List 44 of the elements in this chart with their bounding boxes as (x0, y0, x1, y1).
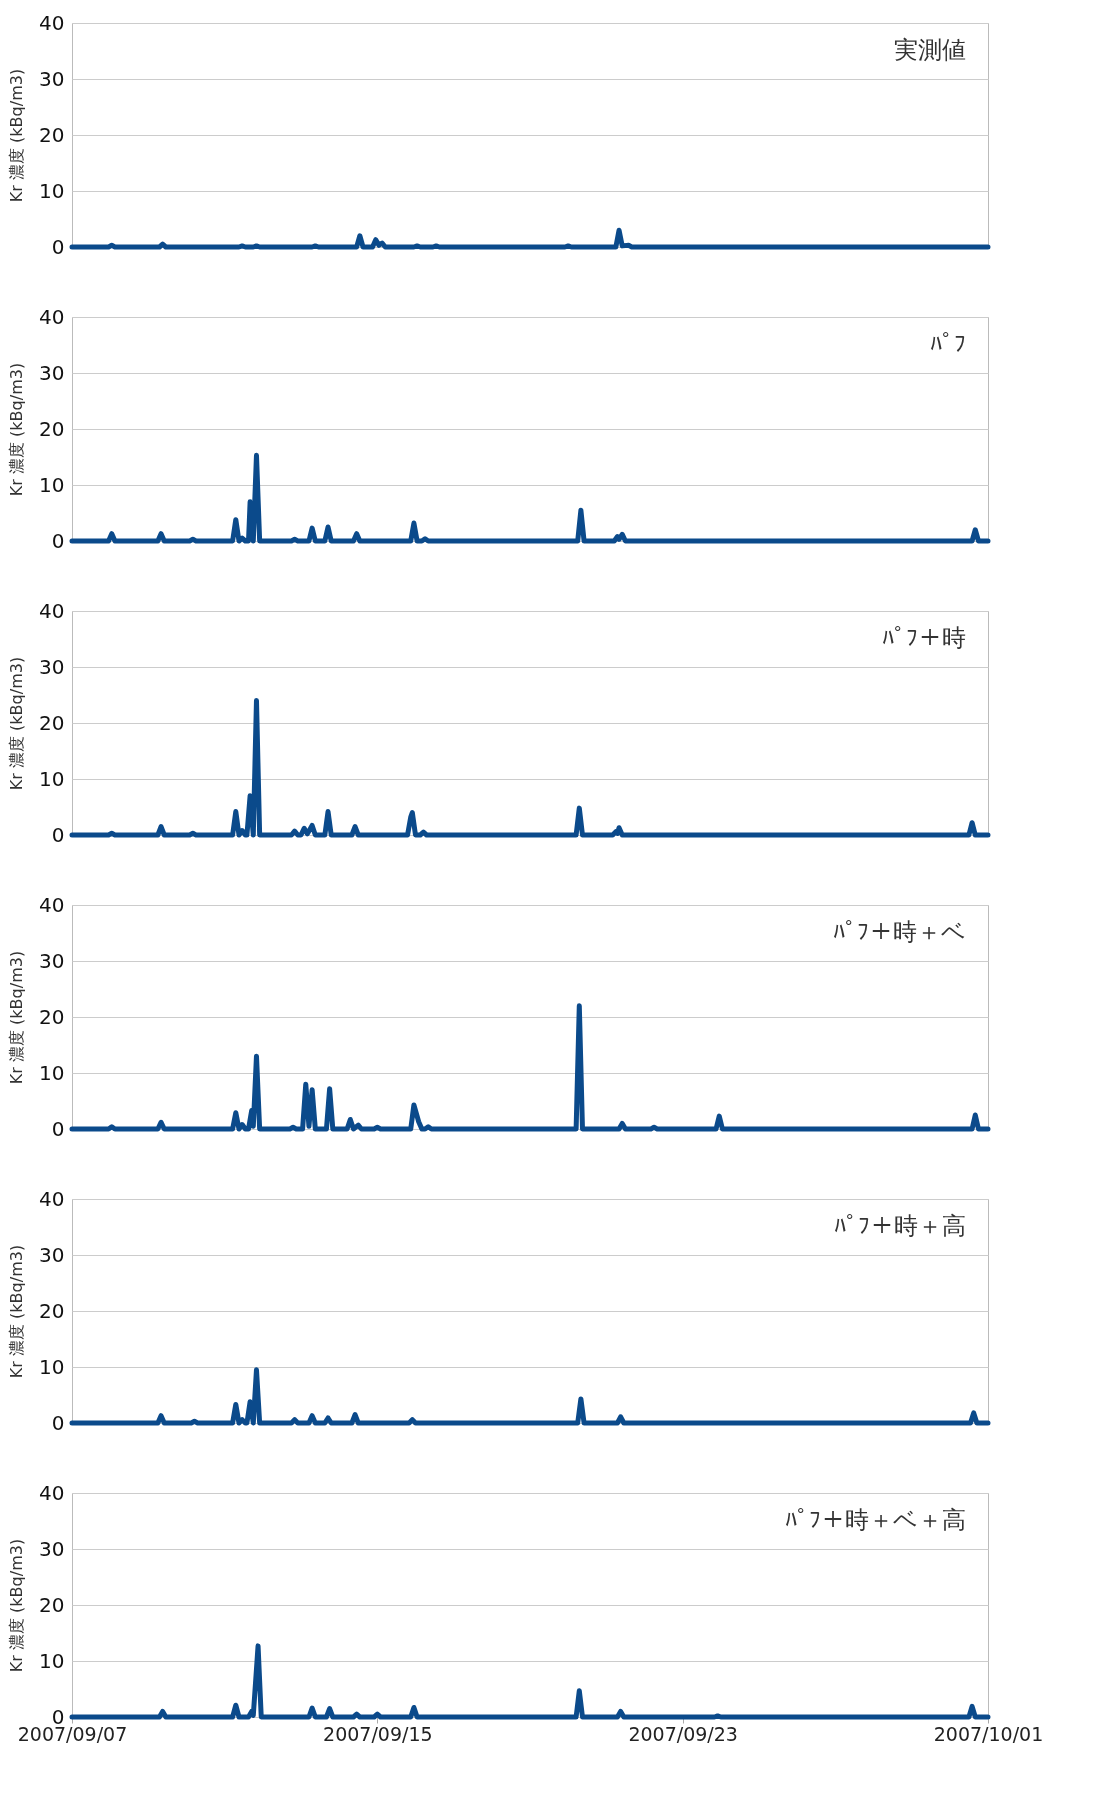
y-tick-label: 40 (39, 1186, 65, 1211)
y-tick-label: 10 (39, 178, 65, 203)
y-axis-title: Kr 濃度 (kBq/m3) (7, 656, 27, 791)
y-tick-label: 30 (39, 1536, 65, 1561)
y-tick-label: 40 (39, 1480, 65, 1505)
y-tick-label: 20 (39, 1004, 65, 1029)
y-tick-label: 0 (51, 1116, 65, 1141)
x-tick-label: 2007/10/01 (933, 1722, 1044, 1745)
x-tick-label: 2007/09/23 (628, 1722, 738, 1745)
y-tick-label: 40 (39, 304, 65, 329)
y-tick-label: 30 (39, 654, 65, 679)
y-tick-label: 20 (39, 1298, 65, 1323)
y-axis-title: Kr 濃度 (kBq/m3) (7, 1244, 27, 1379)
y-tick-label: 20 (39, 710, 65, 735)
text: ﾊﾟﾌ (930, 330, 966, 358)
y-tick-label: 20 (39, 1592, 65, 1617)
y-tick-label: 20 (39, 122, 65, 147)
text: ﾊﾟﾌ＋時 (882, 624, 966, 652)
y-tick-label: 10 (39, 1648, 65, 1673)
y-tick-label: 30 (39, 1242, 65, 1267)
y-tick-label: 0 (51, 1410, 65, 1435)
y-tick-label: 10 (39, 766, 65, 791)
y-tick-label: 0 (51, 234, 65, 259)
y-axis-title: Kr 濃度 (kBq/m3) (7, 1538, 27, 1673)
y-tick-label: 40 (39, 892, 65, 917)
y-axis-title: Kr 濃度 (kBq/m3) (7, 362, 27, 497)
y-tick-label: 30 (39, 360, 65, 385)
y-tick-label: 10 (39, 472, 65, 497)
y-tick-label: 30 (39, 948, 65, 973)
y-tick-label: 0 (51, 822, 65, 847)
y-axis-title: Kr 濃度 (kBq/m3) (7, 950, 27, 1085)
y-tick-label: 0 (51, 528, 65, 553)
y-tick-label: 40 (39, 598, 65, 623)
text: ﾊﾟﾌ＋時＋ベ (833, 918, 966, 946)
y-axis-title: Kr 濃度 (kBq/m3) (7, 68, 27, 203)
text: 実測値 (894, 36, 966, 64)
y-tick-label: 40 (39, 10, 65, 35)
text: ﾊﾟﾌ＋時＋ベ＋高 (785, 1506, 966, 1534)
y-tick-label: 30 (39, 66, 65, 91)
y-tick-label: 10 (39, 1060, 65, 1085)
y-tick-label: 20 (39, 416, 65, 441)
text: ﾊﾟﾌ＋時＋高 (834, 1212, 966, 1240)
y-tick-label: 10 (39, 1354, 65, 1379)
x-tick-label: 2007/09/15 (323, 1722, 433, 1745)
